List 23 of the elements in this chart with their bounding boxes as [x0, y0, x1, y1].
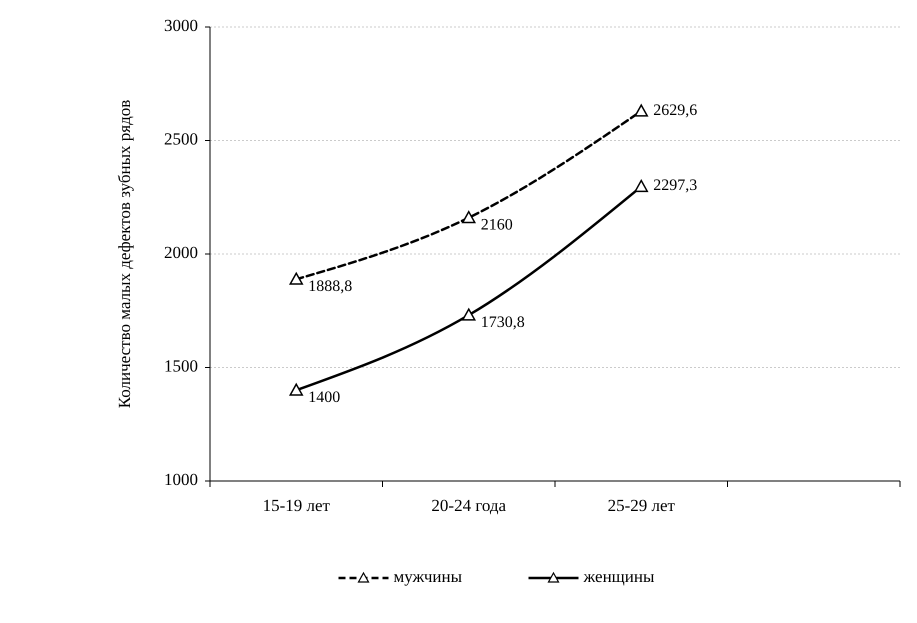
legend-label: женщины: [582, 566, 655, 586]
point: [634, 180, 648, 192]
point: [462, 308, 476, 321]
data-label: 1400: [308, 388, 340, 406]
x-tick-label: 15-19 лет: [262, 496, 330, 515]
point: [290, 383, 303, 396]
y-tick-label: 1000: [164, 470, 198, 489]
x-tick-label: 20-24 года: [431, 496, 507, 515]
y-tick-label: 2500: [164, 129, 198, 148]
x-tick-label: 25-29 лет: [608, 496, 676, 515]
y-axis-title: Количество малых дефектов зубных рядов: [115, 100, 134, 408]
data-label: 2297,3: [653, 177, 698, 194]
point: [290, 272, 303, 285]
legend-label: мужчины: [394, 566, 463, 586]
y-tick-label: 3000: [164, 16, 198, 35]
data-label: 2629,6: [653, 102, 698, 119]
data-label: 1888,8: [308, 278, 352, 295]
point: [462, 210, 476, 224]
y-tick-label: 2000: [164, 242, 198, 262]
y-tick-label: 1500: [164, 356, 198, 376]
data-label: 1730,8: [480, 314, 525, 331]
point: [634, 104, 648, 117]
data-label: 2160: [480, 216, 513, 234]
